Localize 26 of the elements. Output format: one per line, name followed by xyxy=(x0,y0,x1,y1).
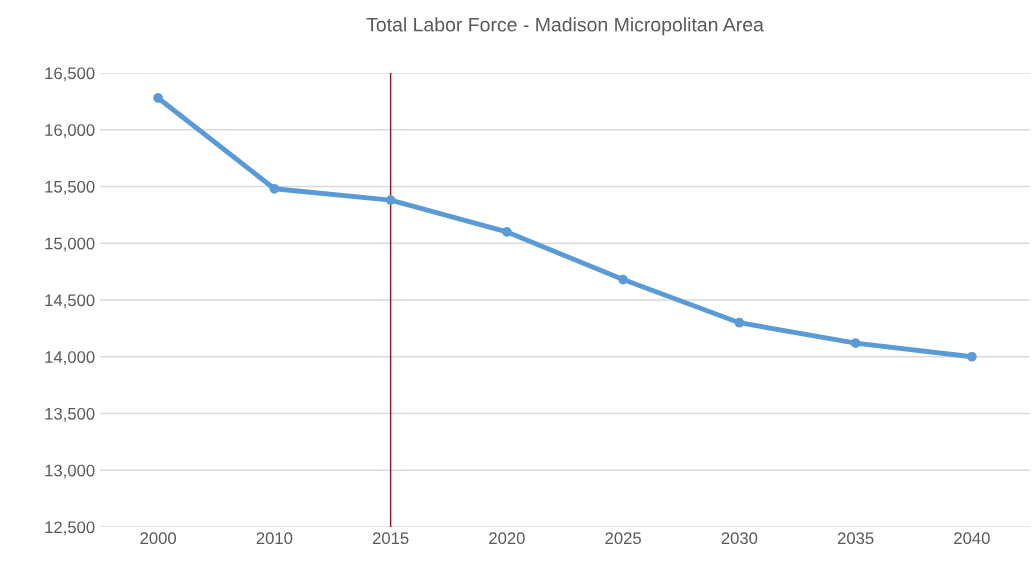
point xyxy=(967,351,977,362)
y-tick-label: 14,500 xyxy=(45,294,95,309)
point xyxy=(269,183,280,194)
y-tick-label: 12,500 xyxy=(45,521,95,536)
x-tick-label: 2020 xyxy=(489,532,525,545)
x-tick-label: 2040 xyxy=(954,532,990,545)
x-tick-label: 2030 xyxy=(721,532,758,545)
y-tick-label: 14,000 xyxy=(45,351,95,365)
x-tick-label: 2010 xyxy=(256,532,293,545)
point xyxy=(385,195,396,205)
y-tick-label: 13,500 xyxy=(45,407,95,422)
y-tick-label: 15,000 xyxy=(45,237,95,252)
point xyxy=(618,274,628,285)
point xyxy=(734,317,745,328)
point xyxy=(153,93,163,103)
point xyxy=(850,338,861,348)
y-tick-label: 13,000 xyxy=(45,464,95,479)
point xyxy=(502,227,512,237)
y-tick-label: 16,000 xyxy=(45,124,95,138)
x-tick-label: 2025 xyxy=(605,532,641,545)
x-tick-label: 2000 xyxy=(140,532,177,545)
x-tick-label: 2035 xyxy=(837,532,874,545)
y-tick-label: 15,500 xyxy=(45,180,95,195)
chart-title: Total Labor Force - Madison Micropolitan Area xyxy=(366,17,764,36)
y-tick-label: 16,500 xyxy=(45,67,95,82)
x-tick-label: 2015 xyxy=(372,532,409,545)
